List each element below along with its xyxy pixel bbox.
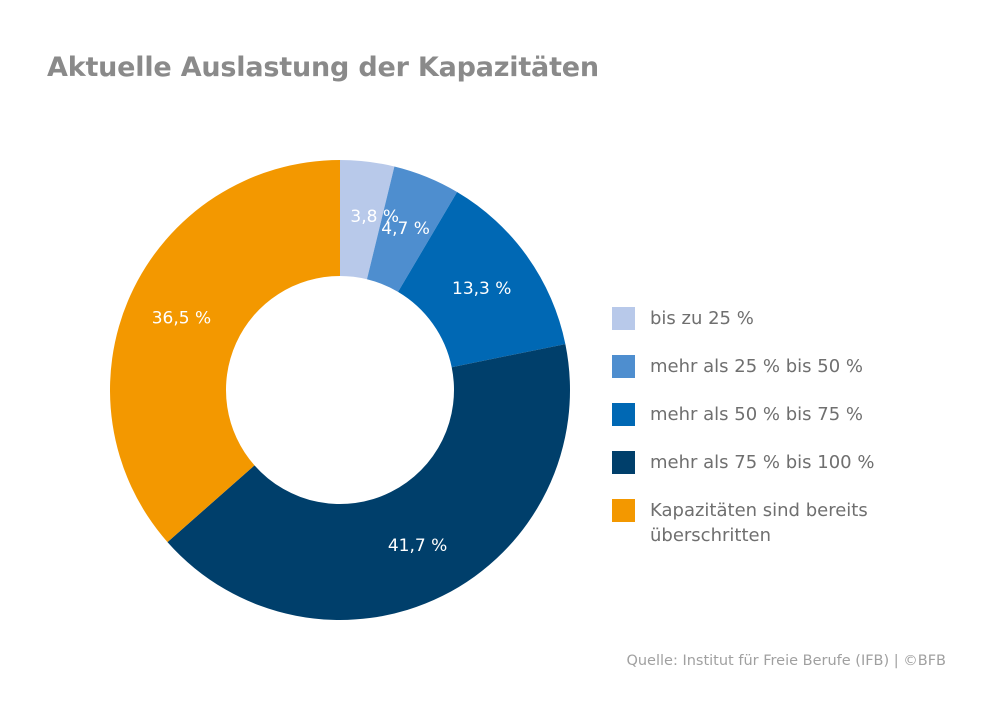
donut-slice [167, 344, 570, 620]
legend-swatch [612, 403, 635, 426]
donut-slice [366, 166, 458, 292]
legend-item: mehr als 50 % bis 75 % [612, 402, 874, 450]
slice-data-label: 41,7 % [388, 536, 447, 556]
legend-swatch [612, 355, 635, 378]
legend-item: bis zu 25 % [612, 306, 874, 354]
donut-slice [109, 160, 340, 543]
legend-label: bis zu 25 % [650, 308, 754, 329]
legend-label: mehr als 75 % bis 100 % [650, 452, 875, 473]
slice-data-label: 4,7 % [381, 219, 430, 239]
legend-swatch [612, 307, 635, 330]
legend-swatch [612, 499, 635, 522]
legend-swatch [612, 451, 635, 474]
legend-item: mehr als 75 % bis 100 % [612, 450, 874, 498]
legend-item: Kapazitäten sind bereits überschritten [612, 498, 874, 546]
slice-data-label: 13,3 % [452, 279, 511, 299]
donut-slice [398, 192, 566, 368]
slice-data-label: 36,5 % [152, 308, 211, 328]
donut-slice [340, 160, 395, 280]
legend-label: mehr als 25 % bis 50 % [650, 356, 863, 377]
source-note: Quelle: Institut für Freie Berufe (IFB) … [626, 653, 946, 669]
chart-title: Aktuelle Auslastung der Kapazitäten [47, 52, 599, 83]
legend-label: Kapazitäten sind bereits überschritten [650, 500, 868, 546]
legend-label: mehr als 50 % bis 75 % [650, 404, 863, 425]
legend-item: mehr als 25 % bis 50 % [612, 354, 874, 402]
slice-data-label: 3,8 % [350, 207, 399, 227]
legend: bis zu 25 % mehr als 25 % bis 50 % mehr … [612, 306, 874, 546]
